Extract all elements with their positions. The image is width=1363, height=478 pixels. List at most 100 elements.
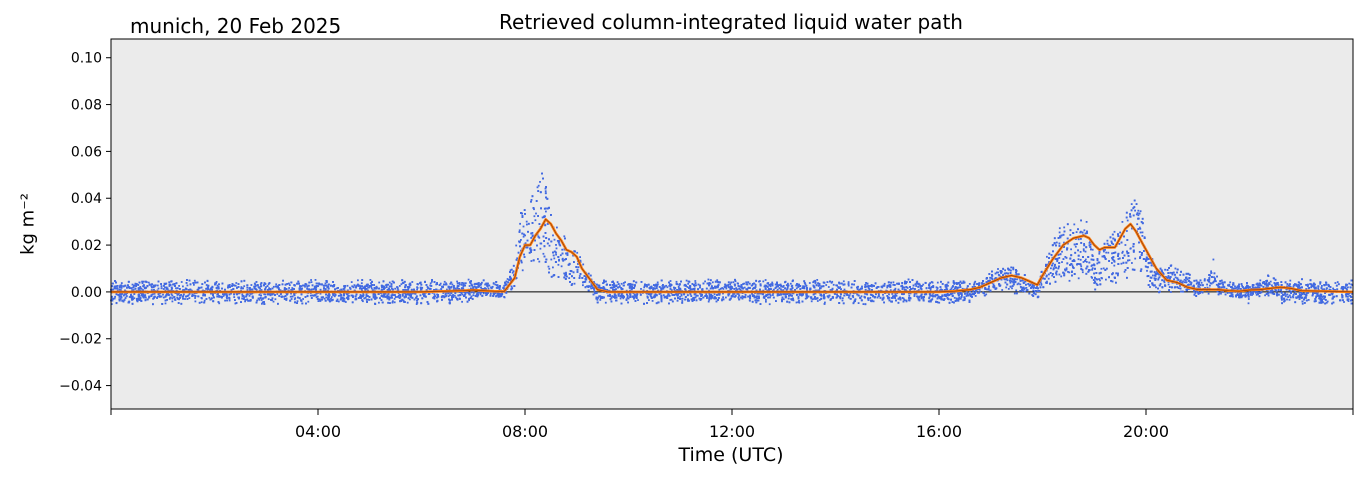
scatter-point	[610, 297, 613, 299]
scatter-point	[142, 280, 145, 283]
scatter-point	[668, 295, 671, 297]
scatter-point	[555, 244, 557, 246]
scatter-point	[894, 295, 896, 298]
scatter-point	[824, 301, 826, 304]
scatter-point	[772, 294, 774, 296]
scatter-point	[1068, 279, 1071, 282]
scatter-point	[663, 296, 666, 299]
scatter-point	[515, 244, 518, 247]
scatter-point	[734, 284, 736, 287]
scatter-point	[272, 300, 275, 303]
scatter-point	[1091, 254, 1094, 256]
scatter-point	[267, 298, 270, 300]
scatter-point	[531, 232, 534, 234]
scatter-point	[847, 296, 850, 299]
scatter-point	[872, 300, 875, 303]
scatter-point	[264, 293, 267, 296]
scatter-point	[324, 282, 327, 285]
scatter-point	[757, 292, 760, 295]
scatter-point	[1235, 286, 1238, 289]
scatter-point	[1121, 221, 1124, 223]
scatter-point	[368, 299, 371, 301]
scatter-point	[1220, 286, 1223, 289]
scatter-point	[1259, 283, 1261, 285]
scatter-point	[842, 280, 845, 283]
scatter-point	[208, 296, 211, 299]
scatter-point	[1348, 282, 1351, 285]
scatter-point	[1069, 234, 1072, 236]
scatter-point	[860, 295, 863, 298]
scatter-point	[142, 296, 145, 299]
scatter-point	[798, 301, 801, 304]
scatter-point	[1079, 251, 1082, 253]
scatter-point	[1144, 258, 1147, 261]
scatter-point	[1183, 281, 1186, 284]
scatter-point	[1016, 278, 1018, 281]
scatter-point	[1221, 286, 1224, 289]
scatter-point	[1128, 259, 1131, 262]
scatter-point	[1063, 272, 1066, 275]
scatter-point	[762, 280, 765, 283]
scatter-point	[534, 219, 537, 222]
scatter-point	[1159, 283, 1162, 285]
scatter-point	[547, 265, 550, 268]
scatter-point	[509, 269, 512, 272]
scatter-point	[561, 257, 564, 260]
scatter-point	[120, 289, 122, 291]
scatter-point	[154, 284, 157, 287]
scatter-point	[333, 295, 336, 298]
scatter-point	[240, 286, 243, 288]
scatter-point	[792, 299, 795, 302]
scatter-point	[693, 289, 696, 292]
scatter-point	[165, 286, 168, 289]
scatter-point	[786, 286, 789, 289]
scatter-point	[808, 282, 811, 284]
scatter-point	[533, 215, 536, 218]
scatter-point	[335, 287, 338, 290]
scatter-point	[383, 285, 386, 288]
scatter-point	[560, 265, 563, 268]
scatter-point	[275, 283, 278, 286]
scatter-point	[894, 287, 897, 290]
scatter-point	[182, 285, 184, 288]
scatter-point	[216, 295, 219, 298]
scatter-point	[1036, 285, 1038, 288]
scatter-point	[479, 293, 482, 296]
scatter-point	[330, 298, 332, 300]
scatter-point	[1031, 284, 1034, 287]
scatter-point	[156, 296, 159, 298]
scatter-point	[162, 293, 164, 296]
scatter-point	[686, 286, 689, 288]
scatter-point	[1170, 291, 1172, 293]
scatter-point	[725, 287, 728, 290]
scatter-point	[748, 282, 751, 285]
scatter-point	[393, 298, 396, 300]
scatter-point	[956, 283, 958, 285]
scatter-point	[184, 298, 186, 300]
scatter-point	[1099, 279, 1101, 282]
scatter-point	[415, 303, 418, 305]
scatter-point	[1004, 269, 1006, 272]
scatter-point	[1058, 257, 1061, 259]
scatter-point	[1259, 279, 1262, 282]
scatter-point	[548, 244, 551, 247]
scatter-point	[228, 299, 231, 302]
scatter-point	[1001, 289, 1004, 291]
scatter-point	[721, 287, 724, 289]
scatter-point	[722, 296, 724, 299]
scatter-point	[141, 282, 144, 285]
scatter-point	[660, 297, 663, 299]
scatter-point	[929, 289, 932, 292]
scatter-point	[764, 279, 767, 281]
scatter-point	[915, 285, 918, 287]
scatter-point	[662, 294, 665, 297]
scatter-point	[1155, 277, 1157, 280]
scatter-point	[737, 282, 739, 285]
scatter-point	[595, 297, 598, 300]
chart-title: Retrieved column-integrated liquid water…	[499, 10, 963, 34]
scatter-point	[504, 291, 507, 294]
scatter-point	[325, 296, 328, 299]
scatter-point	[288, 284, 291, 286]
scatter-point	[986, 288, 988, 291]
scatter-point	[1118, 243, 1121, 245]
